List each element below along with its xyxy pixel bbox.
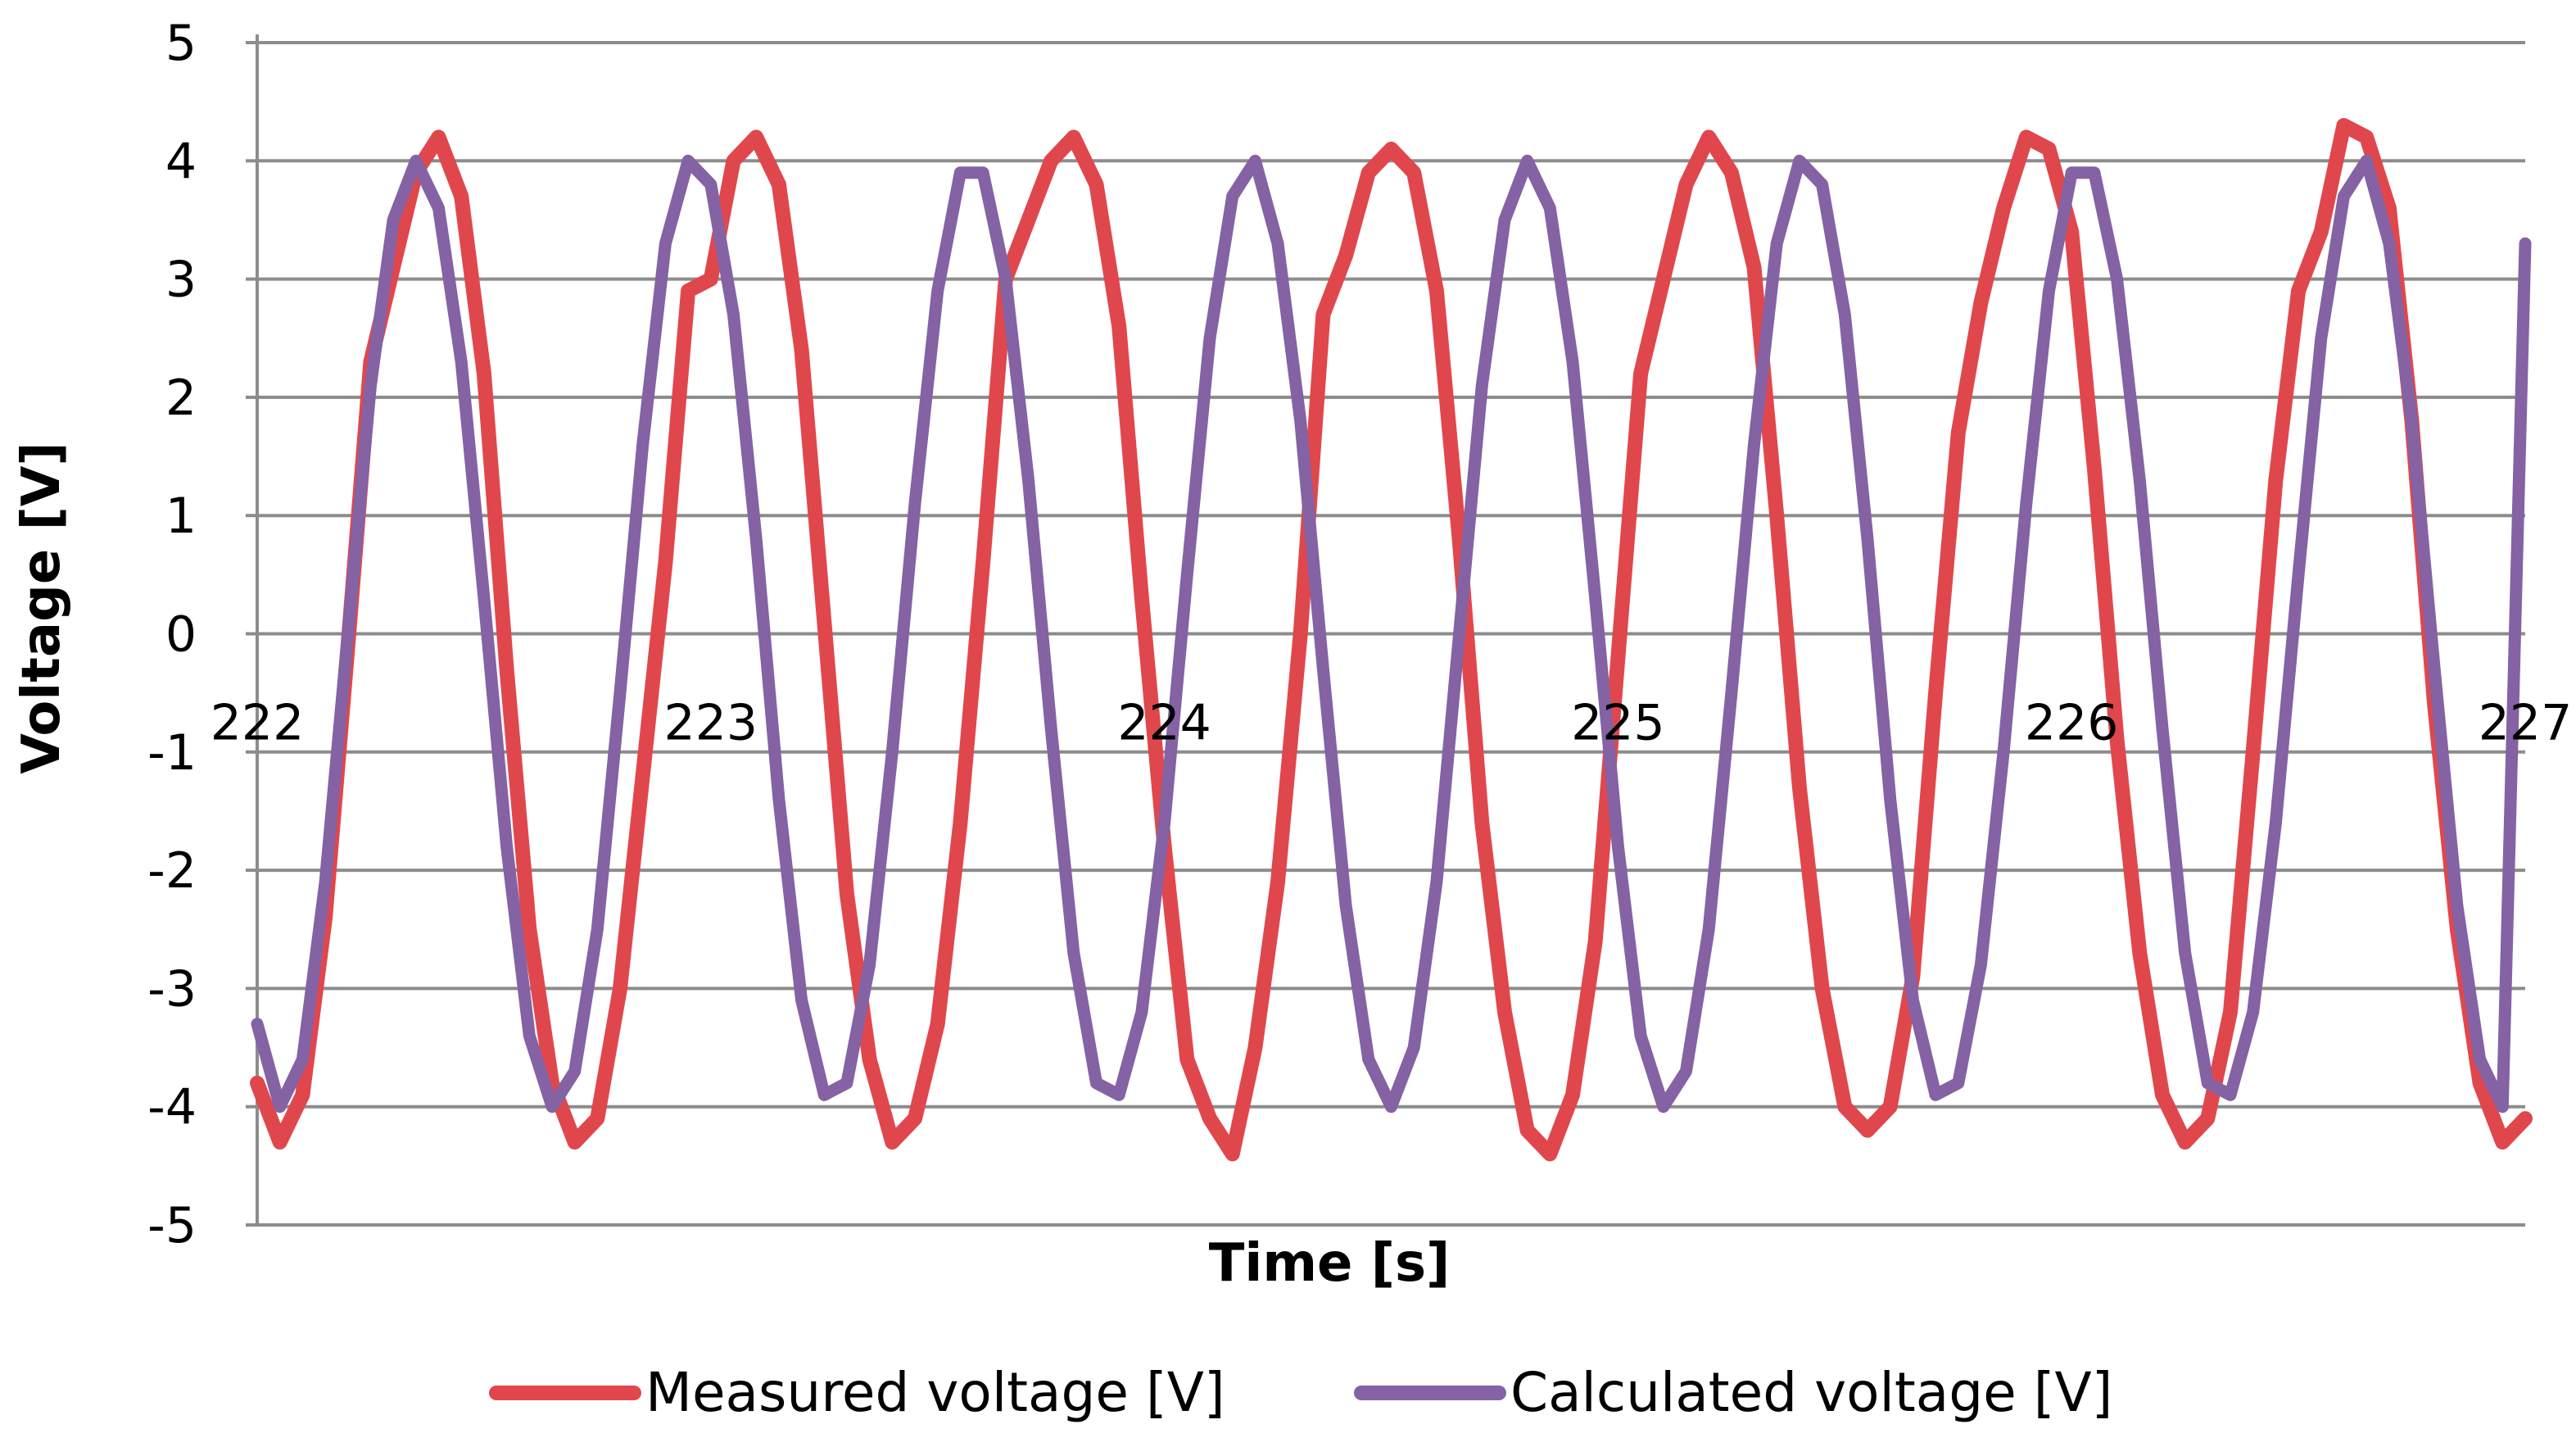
y-tick-label-0: 5 <box>165 15 197 72</box>
y-tick-label-6: -1 <box>147 724 197 782</box>
x-axis-title: Time [s] <box>1209 1233 1451 1294</box>
y-tick-label-8: -3 <box>147 960 197 1018</box>
legend-label-calculated: Calculated voltage [V] <box>1510 1361 2112 1424</box>
x-tick-label-3: 225 <box>1571 695 1665 752</box>
x-tick-label-5: 227 <box>2479 695 2573 752</box>
legend-item-measured: Measured voltage [V] <box>489 1361 1225 1424</box>
y-tick-label-1: 4 <box>165 133 197 190</box>
x-tick-label-4: 226 <box>2025 695 2119 752</box>
series-line-calculated <box>251 154 2532 1114</box>
y-axis-title: Voltage [V] <box>11 442 72 773</box>
grid-lines <box>257 41 2525 1109</box>
y-tick-labels: 5 4 3 2 1 0 -1 -2 -3 -4 -5 <box>147 15 197 1254</box>
y-tick-label-4: 1 <box>165 488 197 545</box>
y-tick-label-3: 2 <box>165 370 197 427</box>
x-tick-label-0: 222 <box>211 695 305 752</box>
y-tick-label-10: -5 <box>147 1197 197 1254</box>
y-tick-label-7: -2 <box>147 842 197 900</box>
x-tick-label-2: 224 <box>1117 695 1211 752</box>
axes <box>246 34 2525 1227</box>
x-tick-labels: 222 223 224 225 226 227 <box>211 695 2573 752</box>
legend: Measured voltage [V] Calculated voltage … <box>489 1361 2112 1424</box>
legend-label-measured: Measured voltage [V] <box>645 1361 1225 1424</box>
x-tick-label-1: 223 <box>664 695 758 752</box>
series-lines <box>250 118 2533 1162</box>
y-tick-label-9: -4 <box>147 1079 197 1136</box>
y-tick-label-2: 3 <box>165 252 197 309</box>
legend-item-calculated: Calculated voltage [V] <box>1354 1361 2112 1424</box>
y-tick-label-5: 0 <box>165 606 197 664</box>
series-line-measured <box>250 118 2533 1162</box>
